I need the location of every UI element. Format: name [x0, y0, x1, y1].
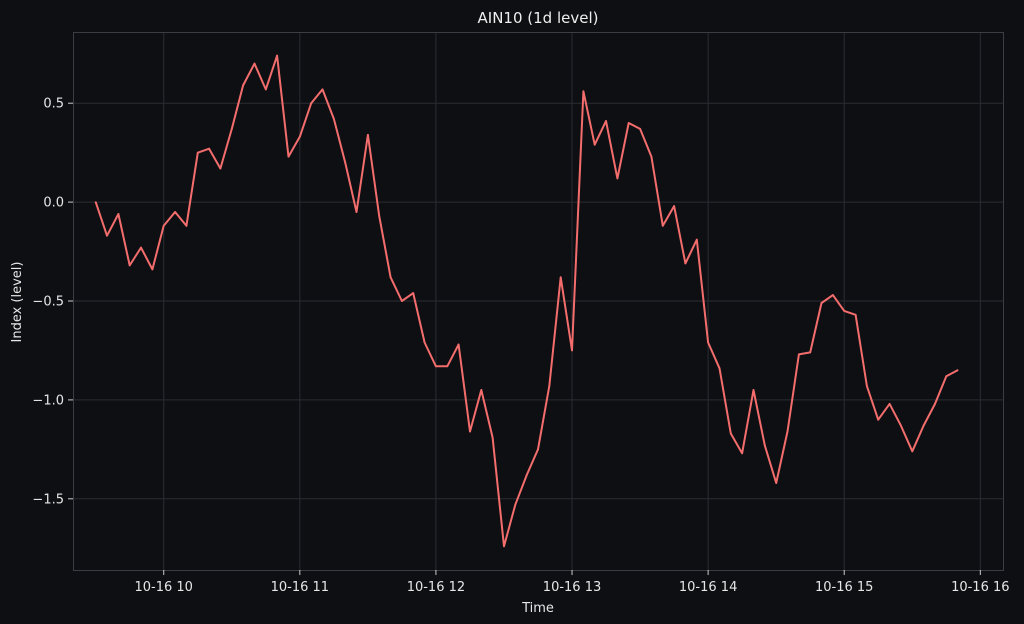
data-point	[786, 430, 789, 433]
data-point	[661, 224, 664, 227]
data-point	[684, 262, 687, 265]
data-point	[571, 349, 573, 352]
data-point	[673, 205, 675, 208]
x-axis-ticks: 10-16 10 10-16 11 10-16 12 10-16 13 10-16 14…	[135, 570, 1010, 595]
y-tick-label: −1.0	[32, 393, 64, 408]
data-point	[616, 177, 619, 180]
data-point	[900, 424, 902, 427]
grid	[73, 32, 1003, 570]
data-point	[798, 353, 800, 356]
data-point	[94, 201, 97, 204]
data-point	[276, 54, 278, 57]
data-point	[548, 385, 551, 387]
data-point	[537, 448, 539, 451]
data-point	[185, 224, 188, 227]
data-point	[911, 450, 914, 453]
data-point	[582, 90, 585, 93]
data-point	[480, 389, 483, 391]
data-point	[457, 343, 460, 346]
data-point	[140, 246, 142, 249]
data-point	[162, 224, 165, 227]
y-tick-label: 0.0	[43, 196, 64, 211]
data-point	[344, 161, 347, 164]
data-point	[253, 62, 256, 65]
data-point	[321, 88, 324, 91]
data-point	[605, 120, 607, 122]
data-point	[310, 102, 313, 105]
x-axis-label: Time	[521, 601, 554, 616]
x-tick-label: 10-16 14	[679, 580, 737, 595]
y-tick-label: −0.5	[32, 295, 64, 310]
data-point	[809, 351, 812, 354]
data-point	[843, 310, 846, 312]
x-tick-label: 10-16 12	[407, 580, 465, 595]
data-point	[503, 545, 505, 548]
data-point	[820, 302, 823, 304]
data-point	[945, 375, 948, 378]
data-point	[219, 167, 222, 170]
data-point	[934, 403, 936, 405]
data-point	[435, 365, 437, 368]
data-point	[639, 127, 641, 130]
data-point	[525, 474, 528, 476]
data-point	[695, 238, 698, 241]
data-point	[775, 482, 778, 484]
data-point	[128, 264, 131, 267]
data-point	[752, 389, 755, 391]
data-point	[763, 444, 766, 447]
y-tick-label: −1.5	[32, 492, 64, 507]
data-point	[423, 341, 426, 344]
x-tick-label: 10-16 11	[271, 580, 329, 595]
data-point	[242, 84, 245, 87]
data-point	[298, 135, 301, 138]
data-point	[866, 385, 868, 387]
data-point	[593, 143, 596, 146]
series-layer	[94, 54, 959, 548]
y-tick-label: 0.5	[43, 97, 64, 112]
data-point	[333, 118, 335, 120]
data-point	[707, 341, 709, 344]
data-point	[922, 424, 925, 427]
data-point	[741, 452, 743, 455]
data-point	[491, 436, 494, 439]
x-tick-label: 10-16 15	[815, 580, 873, 595]
data-point	[718, 367, 721, 370]
data-point	[208, 147, 211, 150]
data-point	[355, 211, 358, 213]
data-point	[151, 268, 154, 271]
data-point	[650, 155, 653, 158]
y-axis-ticks: 0.5 0.0 −0.5 −1.0 −1.5	[32, 97, 73, 507]
data-point	[956, 369, 959, 372]
data-point	[877, 418, 880, 421]
data-point	[117, 213, 120, 215]
data-point	[264, 88, 267, 91]
data-point	[854, 313, 857, 316]
data-point	[230, 127, 233, 130]
data-point	[514, 503, 517, 506]
data-point	[196, 151, 199, 154]
data-point	[401, 300, 403, 302]
data-point	[888, 403, 891, 405]
data-point	[729, 432, 732, 435]
data-point	[469, 430, 471, 433]
data-point	[106, 234, 108, 237]
data-point	[389, 276, 392, 279]
data-point	[559, 276, 562, 279]
data-point	[832, 294, 834, 296]
x-tick-label: 10-16 13	[543, 580, 601, 595]
data-point	[287, 155, 290, 158]
plot-area-frame	[73, 32, 1004, 571]
data-point	[627, 122, 630, 124]
data-point	[367, 134, 369, 136]
data-point	[412, 292, 415, 294]
x-tick-label: 10-16 10	[135, 580, 193, 595]
data-point	[446, 365, 449, 368]
chart-title: AIN10 (1d level)	[478, 9, 599, 27]
x-tick-label: 10-16 16	[951, 580, 1009, 595]
data-point	[174, 211, 177, 213]
data-point	[378, 215, 381, 217]
y-axis-label: Index (level)	[10, 262, 25, 343]
